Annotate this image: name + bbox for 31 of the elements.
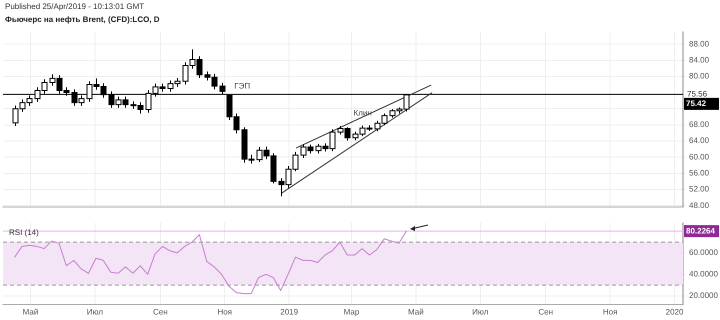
x-tick-label: Сен [538,307,554,316]
annotation: Клин [354,108,372,118]
y-tick-label: 56.00 [689,168,710,178]
y-tick-label: 60.0000 [689,248,718,258]
y-tick-label: 48.00 [689,200,710,210]
y-tick-label: 20.0000 [689,291,718,300]
text: RSI (14) [9,228,40,237]
x-tick-label: 2020 [666,307,684,316]
chart-title: Фьючерс на нефть Brent, (CFD):LCO, D [5,15,160,24]
annotation: ГЭП [234,82,250,91]
chart-subtitle: Published 25/Apr/2019 - 10:13:01 GMT [5,2,144,11]
x-tick-label: Ноя [217,307,232,316]
text: 75.42 [686,99,707,108]
y-tick-label: 88.00 [689,39,710,48]
y-tick-label: 80.00 [689,72,710,81]
x-tick-label: Май [408,307,424,316]
y-tick-label: 64.00 [689,136,710,146]
x-tick-label: Июл [472,307,489,316]
x-tick-label: Ноя [602,307,618,316]
x-tick-label: Сен [153,307,168,316]
text: 80.2264 [686,226,716,236]
y-tick-label: 40.0000 [689,270,718,279]
x-tick-label: 2019 [280,307,299,316]
y-tick-label: 60.00 [689,152,710,162]
x-tick-label: Мар [344,307,360,316]
y-tick-label: 84.00 [689,55,710,64]
ref-line-label: 75.56 [687,90,708,99]
y-tick-label: 52.00 [689,184,710,194]
y-tick-label: 68.00 [689,120,710,130]
x-tick-label: Июл [86,307,104,316]
x-tick-label: Май [22,307,38,316]
